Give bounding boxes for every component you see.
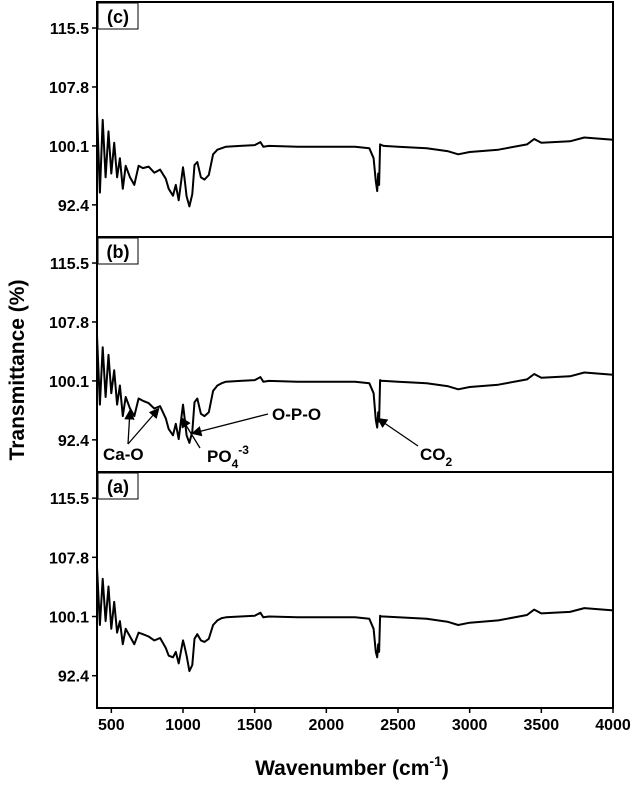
panel-label-text: (c) bbox=[107, 7, 129, 27]
y-axis-label: Transmittance (%) bbox=[6, 280, 29, 461]
panel-label-box bbox=[97, 2, 139, 30]
panel-label: (a) bbox=[97, 472, 139, 500]
spectrum-line-a bbox=[96, 567, 614, 673]
panel-label-box bbox=[97, 237, 139, 265]
annotations-layer: Ca-O PO4-3 O-P-O CO2 bbox=[103, 405, 453, 471]
panel-frame bbox=[96, 236, 614, 473]
annotation-o-p-o: O-P-O bbox=[191, 405, 321, 437]
x-tick-label: 2500 bbox=[380, 717, 416, 734]
x-axis-label: Wavenumber (cm-1) bbox=[255, 753, 449, 780]
panel-label: (c) bbox=[97, 2, 139, 30]
y-tick-label: 92.4 bbox=[58, 198, 89, 215]
annotation-label: O-P-O bbox=[272, 405, 321, 424]
panel-a: (a) 92.4 100.1 107.8 115.5 bbox=[49, 471, 614, 709]
x-axis-label-main: Wavenumber (cm bbox=[255, 757, 429, 780]
x-tick-label: 4000 bbox=[595, 717, 631, 734]
annotation-label: PO4-3 bbox=[207, 443, 249, 471]
spectrum-line-b bbox=[96, 335, 614, 444]
panels-layer: (c) 92.4 100.1 107.8 115.5 (b) 92.4 100.1 107.8 1… bbox=[49, 1, 614, 709]
y-tick-label: 100.1 bbox=[49, 139, 89, 156]
y-tick-label: 107.8 bbox=[49, 550, 89, 567]
panel-label-box bbox=[97, 472, 139, 500]
x-axis-label-tail: ) bbox=[442, 757, 449, 780]
annotation-arrow bbox=[191, 413, 269, 437]
y-tick-label: 115.5 bbox=[50, 21, 89, 38]
x-axis-label-superscript: -1 bbox=[429, 753, 442, 769]
x-tick-label: 2000 bbox=[309, 717, 345, 734]
annotation-ca-o: Ca-O bbox=[103, 407, 160, 464]
y-tick-label: 107.8 bbox=[49, 80, 89, 97]
panel-label: (b) bbox=[97, 237, 139, 265]
x-tick-label: 3500 bbox=[524, 717, 560, 734]
annotation-arrow bbox=[376, 417, 419, 447]
annotation-label: CO2 bbox=[420, 445, 453, 469]
y-tick-label: 92.4 bbox=[58, 433, 89, 450]
annotation-arrow bbox=[127, 407, 160, 445]
y-tick-label: 92.4 bbox=[58, 669, 89, 686]
panel-frame bbox=[96, 1, 614, 238]
y-tick-label: 100.1 bbox=[49, 610, 89, 627]
y-tick-label: 115.5 bbox=[50, 491, 89, 508]
x-tick-label: 500 bbox=[98, 717, 125, 734]
panel-c: (c) 92.4 100.1 107.8 115.5 bbox=[49, 1, 614, 238]
y-tick-label: 115.5 bbox=[50, 256, 89, 273]
ticks-layer: 500 1000 1500 2000 2500 3000 3500 4000 bbox=[98, 708, 631, 734]
annotation-arrow bbox=[180, 417, 201, 449]
annotation-label: Ca-O bbox=[103, 445, 144, 464]
annotation-po: PO4-3 bbox=[180, 417, 249, 471]
x-tick-label: 1500 bbox=[237, 717, 273, 734]
panel-frame bbox=[96, 471, 614, 709]
annotation-arrow bbox=[124, 409, 135, 445]
panel-b: (b) 92.4 100.1 107.8 115.5 bbox=[49, 236, 614, 473]
x-tick-label: 3000 bbox=[452, 717, 488, 734]
y-tick-label: 107.8 bbox=[49, 315, 89, 332]
x-tick-label: 1000 bbox=[165, 717, 201, 734]
y-tick-label: 100.1 bbox=[49, 374, 89, 391]
spectrum-line-c bbox=[96, 112, 614, 208]
panel-label-text: (b) bbox=[107, 242, 130, 262]
panel-label-text: (a) bbox=[107, 477, 129, 497]
annotation-co: CO2 bbox=[376, 417, 453, 469]
